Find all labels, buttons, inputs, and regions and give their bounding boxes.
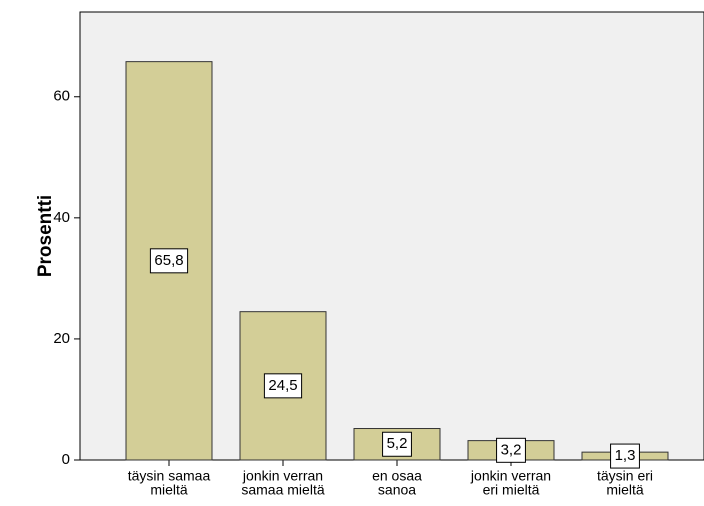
data-label: 5,2: [387, 435, 408, 452]
data-label-box: [382, 431, 412, 457]
x-tick-label: täysin eri: [597, 468, 653, 484]
data-label: 1,3: [615, 447, 636, 464]
x-tick-label: jonkin verran: [470, 468, 551, 484]
data-label: 3,2: [501, 441, 522, 458]
x-tick-label: mieltä: [606, 482, 644, 498]
data-label-box: [149, 248, 189, 274]
x-tick-label: samaa mieltä: [241, 482, 324, 498]
data-label-box: [263, 373, 303, 399]
y-tick-label: 0: [62, 451, 70, 468]
x-tick-label: sanoa: [378, 482, 416, 498]
x-tick-label: mieltä: [150, 482, 188, 498]
data-label: 24,5: [268, 377, 297, 394]
y-tick-label: 40: [53, 209, 70, 226]
x-tick-label: eri mieltä: [483, 482, 540, 498]
x-tick-label: jonkin verran: [242, 468, 323, 484]
data-label-box: [610, 443, 640, 469]
y-tick-label: 60: [53, 88, 70, 105]
y-tick-label: 20: [53, 330, 70, 347]
data-label-box: [496, 437, 526, 463]
data-label: 65,8: [154, 252, 183, 269]
x-tick-label: en osaa: [372, 468, 422, 484]
y-axis-title: Prosentti: [35, 195, 56, 277]
x-tick-label: täysin samaa: [128, 468, 211, 484]
